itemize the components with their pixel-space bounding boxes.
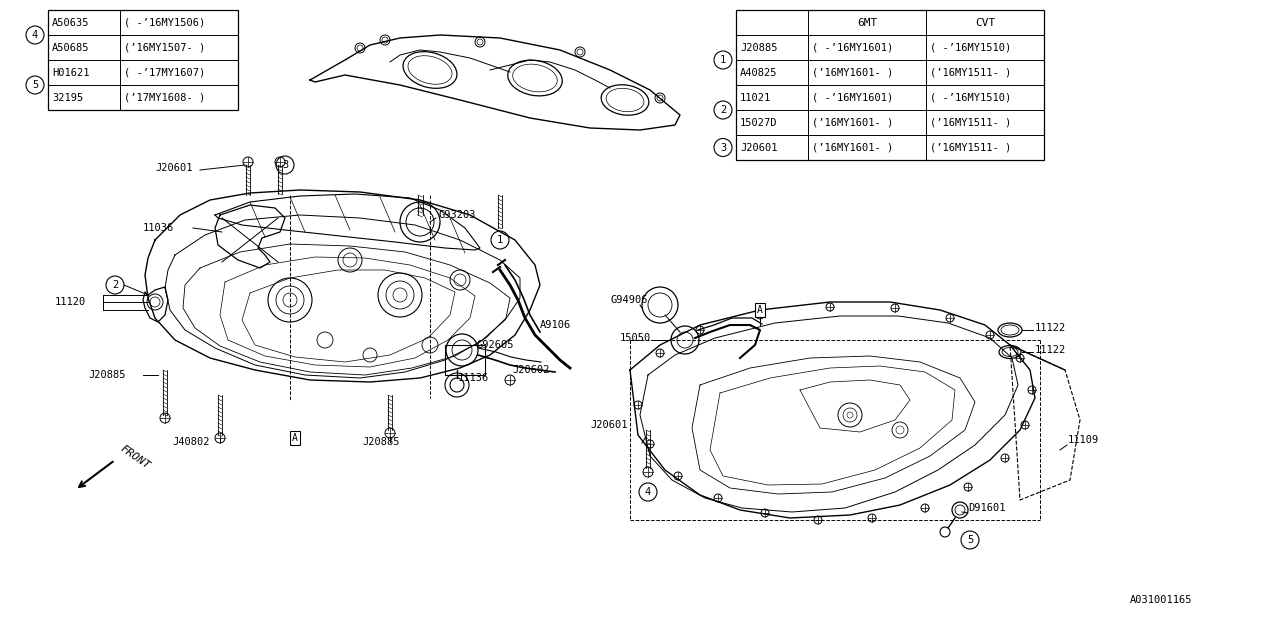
Text: (’16MY1601- ): (’16MY1601- ) xyxy=(812,143,893,152)
Text: A031001165: A031001165 xyxy=(1130,595,1193,605)
Text: A50635: A50635 xyxy=(52,17,90,28)
Text: 5: 5 xyxy=(966,535,973,545)
Text: 3: 3 xyxy=(719,143,726,152)
Text: (’16MY1511- ): (’16MY1511- ) xyxy=(931,118,1011,127)
Text: ( -’16MY1506): ( -’16MY1506) xyxy=(124,17,205,28)
Text: 32195: 32195 xyxy=(52,93,83,102)
Bar xyxy=(49,10,238,110)
Text: D91601: D91601 xyxy=(968,503,1006,513)
Text: ( -’16MY1601): ( -’16MY1601) xyxy=(812,42,893,52)
Text: 1: 1 xyxy=(719,55,726,65)
Text: 5: 5 xyxy=(32,80,38,90)
Text: (’17MY1608- ): (’17MY1608- ) xyxy=(124,93,205,102)
Text: FRONT: FRONT xyxy=(118,444,151,471)
Text: G93203: G93203 xyxy=(438,210,475,220)
Text: (’16MY1601- ): (’16MY1601- ) xyxy=(812,118,893,127)
Text: J40802: J40802 xyxy=(172,437,210,447)
Text: (’16MY1507- ): (’16MY1507- ) xyxy=(124,42,205,52)
Text: J20601: J20601 xyxy=(155,163,192,173)
Text: A40825: A40825 xyxy=(740,67,777,77)
Text: ( -’16MY1510): ( -’16MY1510) xyxy=(931,42,1011,52)
Text: A50685: A50685 xyxy=(52,42,90,52)
Text: 15050: 15050 xyxy=(620,333,652,343)
Text: A9106: A9106 xyxy=(540,320,571,330)
Text: ( -’17MY1607): ( -’17MY1607) xyxy=(124,67,205,77)
Text: 1: 1 xyxy=(497,235,503,245)
Text: 11136: 11136 xyxy=(458,373,489,383)
Text: G92605: G92605 xyxy=(476,340,513,350)
Text: ( -’16MY1601): ( -’16MY1601) xyxy=(812,93,893,102)
Text: 11036: 11036 xyxy=(143,223,174,233)
Text: H01621: H01621 xyxy=(52,67,90,77)
Text: ( -’16MY1510): ( -’16MY1510) xyxy=(931,93,1011,102)
Bar xyxy=(736,10,1044,160)
Text: 15027D: 15027D xyxy=(740,118,777,127)
Text: J20601: J20601 xyxy=(590,420,627,430)
Text: 3: 3 xyxy=(282,160,288,170)
Text: (’16MY1511- ): (’16MY1511- ) xyxy=(931,143,1011,152)
Text: 2: 2 xyxy=(111,280,118,290)
Text: J20602: J20602 xyxy=(512,365,549,375)
Text: 11122: 11122 xyxy=(1036,345,1066,355)
Text: G94906: G94906 xyxy=(611,295,648,305)
Text: (’16MY1511- ): (’16MY1511- ) xyxy=(931,67,1011,77)
Text: CVT: CVT xyxy=(975,17,995,28)
Text: J20601: J20601 xyxy=(740,143,777,152)
Text: 11120: 11120 xyxy=(55,297,86,307)
Text: J20885: J20885 xyxy=(362,437,399,447)
Text: J20885: J20885 xyxy=(88,370,125,380)
Text: 4: 4 xyxy=(645,487,652,497)
Text: 2: 2 xyxy=(719,105,726,115)
Text: A: A xyxy=(756,305,763,315)
Text: J20885: J20885 xyxy=(740,42,777,52)
Bar xyxy=(445,345,485,375)
Text: 6MT: 6MT xyxy=(856,17,877,28)
Text: 4: 4 xyxy=(32,30,38,40)
Text: 11109: 11109 xyxy=(1068,435,1100,445)
Text: 11021: 11021 xyxy=(740,93,772,102)
Text: 11122: 11122 xyxy=(1036,323,1066,333)
Text: A: A xyxy=(292,433,298,443)
Text: (’16MY1601- ): (’16MY1601- ) xyxy=(812,67,893,77)
